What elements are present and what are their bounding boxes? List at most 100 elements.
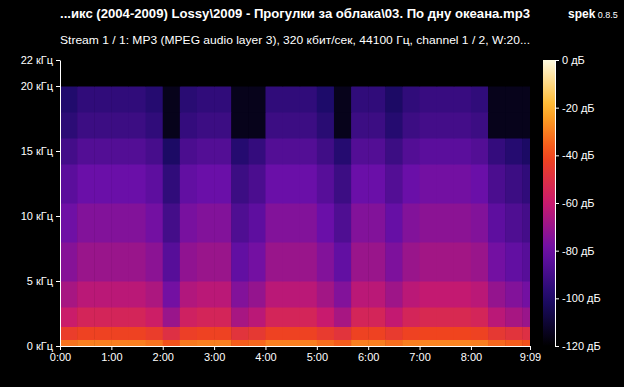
tick: 15 кГц [21,145,60,157]
heatmap-cell [214,138,232,165]
plot-area [60,60,530,346]
tick-label: 9:09 [520,351,541,363]
tick-mark [555,251,559,252]
heatmap-cell [300,340,318,347]
heatmap-cell [368,327,386,341]
heatmap-cell [163,60,181,87]
heatmap-cell [300,60,318,87]
heatmap-cell [402,203,420,243]
heatmap-cell [420,86,438,113]
heatmap-cell [420,307,438,327]
heatmap-cell [454,307,472,327]
heatmap-cell [300,112,318,139]
heatmap-cell [77,281,95,308]
heatmap-cell [111,203,129,243]
heatmap-cell [300,307,318,327]
heatmap-cell [402,242,420,282]
tick-label: 5 кГц [27,275,54,287]
heatmap-cell [471,112,489,139]
heatmap-cell [522,203,530,243]
heatmap-cell [77,60,95,87]
heatmap-cell [214,242,232,282]
heatmap-cell [351,138,369,165]
heatmap-cell [265,60,283,87]
heatmap-cell [197,86,215,113]
heatmap-cell [385,138,403,165]
heatmap-cell [420,164,438,204]
heatmap-cell [317,307,335,327]
tick-mark [56,60,60,61]
heatmap-cell [180,60,198,87]
heatmap-cell [522,340,530,347]
heatmap-cell [197,164,215,204]
heatmap-cell [505,242,523,282]
heatmap-cell [471,60,489,87]
tick-label: 22 кГц [21,54,54,66]
tick-label: 10 кГц [21,210,54,222]
heatmap-cell [437,327,455,341]
heatmap-cell [437,138,455,165]
heatmap-cell [128,112,146,139]
tick-label: 8:00 [461,351,482,363]
heatmap-cell [180,203,198,243]
heatmap-cell [94,307,112,327]
heatmap-cell [248,164,266,204]
heatmap-cell [283,203,301,243]
tick: 22 кГц [21,54,60,66]
tick: -120 дБ [555,340,601,352]
heatmap-cell [420,112,438,139]
heatmap-cell [420,60,438,87]
heatmap-cell [77,327,95,341]
heatmap-cell [111,86,129,113]
heatmap-cell [283,60,301,87]
tick-mark [56,281,60,282]
tick: 7:00 [409,346,430,363]
heatmap-cell [317,112,335,139]
heatmap-cell [60,340,78,347]
heatmap-cell [368,340,386,347]
tick-label: 7:00 [409,351,430,363]
heatmap-cell [94,60,112,87]
heatmap-cell [214,86,232,113]
heatmap-cell [420,327,438,341]
heatmap-cell [111,327,129,341]
tick-label: 1:00 [101,351,122,363]
heatmap-cell [385,86,403,113]
heatmap-cell [368,203,386,243]
heatmap-cell [505,307,523,327]
tick-label: -20 дБ [562,102,595,114]
heatmap-cell [94,340,112,347]
heatmap-cell [317,164,335,204]
heatmap-cell [385,164,403,204]
heatmap-cell [231,138,249,165]
heatmap-cell [368,86,386,113]
heatmap-cell [94,112,112,139]
heatmap-cell [77,86,95,113]
tick: 8:00 [461,346,482,363]
heatmap-cell [214,203,232,243]
heatmap-cell [437,307,455,327]
heatmap-cell [437,86,455,113]
tick-mark [214,346,215,350]
x-axis: 0:001:002:003:004:005:006:007:008:009:09 [50,346,541,363]
heatmap-cell [94,327,112,341]
heatmap-cell [385,242,403,282]
heatmap-cell [248,203,266,243]
heatmap-cell [334,281,352,308]
heatmap-cell [317,281,335,308]
heatmap-cell [454,60,472,87]
tick-mark [317,346,318,350]
heatmap-cell [197,242,215,282]
heatmap-cell [522,327,530,341]
heatmap-cell [368,281,386,308]
heatmap-cell [128,340,146,347]
heatmap-cell [231,86,249,113]
heatmap-cell [402,60,420,87]
heatmap-cell [283,327,301,341]
heatmap-cell [437,242,455,282]
heatmap-cell [334,203,352,243]
heatmap-cell [231,60,249,87]
tick-mark [56,151,60,152]
heatmap-cell [351,340,369,347]
heatmap-cell [163,281,181,308]
